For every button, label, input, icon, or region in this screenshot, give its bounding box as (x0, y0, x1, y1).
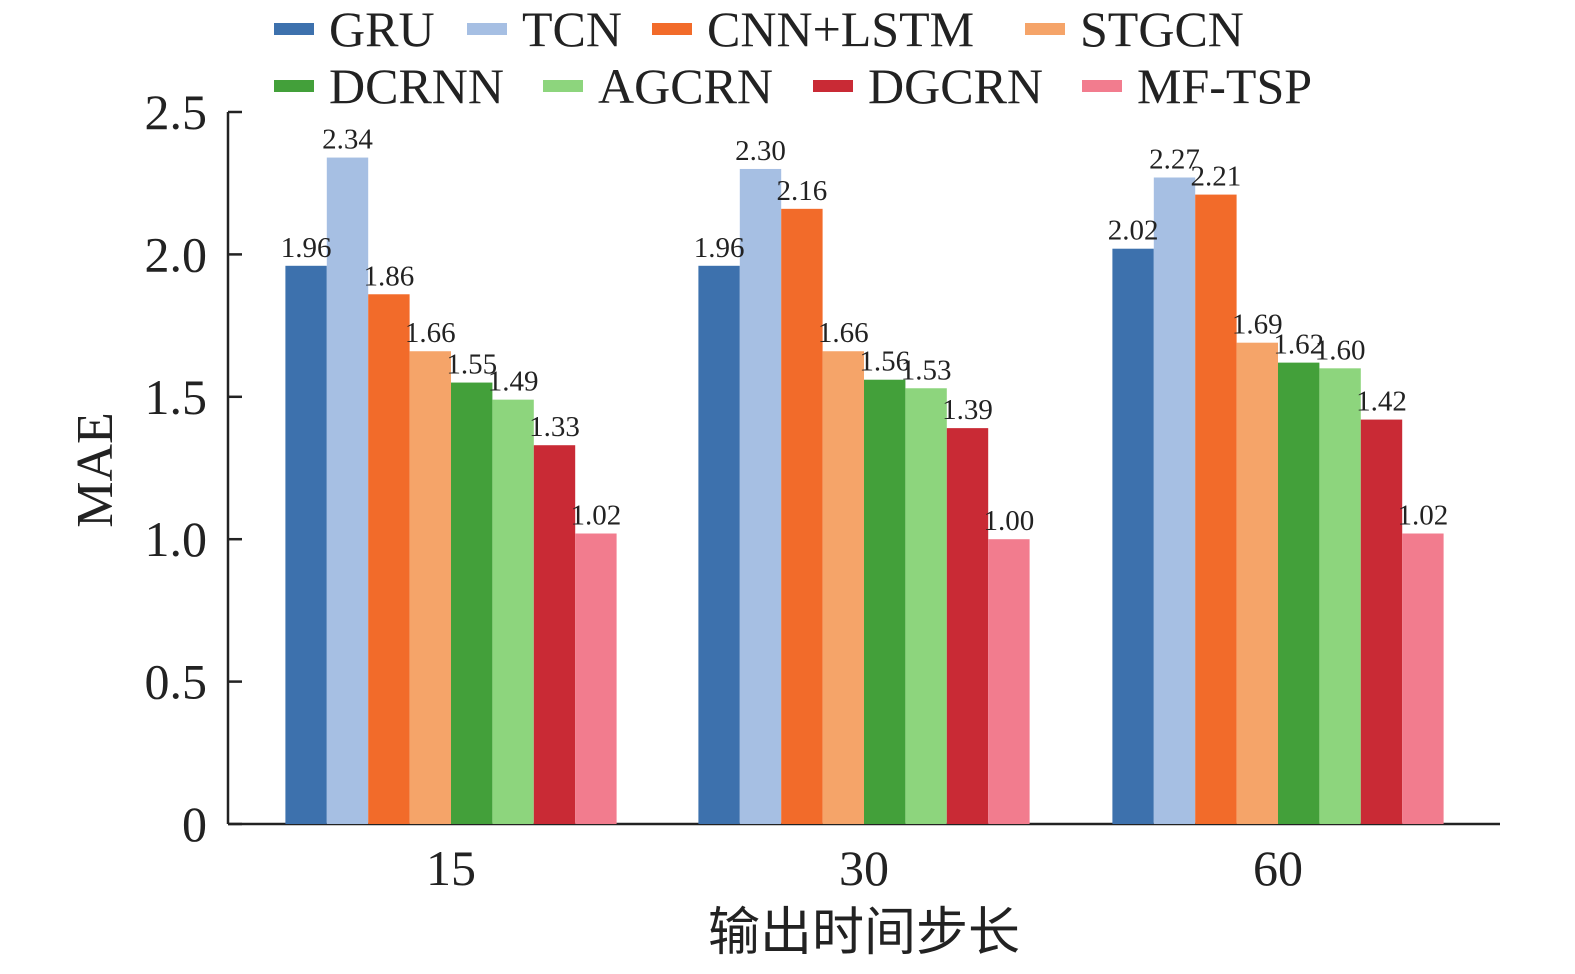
legend-swatch (1082, 80, 1122, 92)
bar-stgcn-15 (409, 351, 451, 824)
legend-swatch (813, 80, 853, 92)
legend-swatch (1025, 23, 1065, 35)
data-labels: 1.962.341.861.661.551.491.331.021.962.30… (281, 124, 1449, 538)
bar-dcrnn-60 (1278, 362, 1320, 824)
bar-dcrnn-30 (864, 379, 906, 824)
data-label: 1.53 (901, 354, 952, 386)
bar-mf-tsp-60 (1402, 533, 1444, 824)
y-tick-label: 2.5 (145, 84, 208, 140)
bar-agcrn-15 (492, 399, 534, 824)
legend-swatch (274, 80, 314, 92)
legend-item-mf-tsp: MF-TSP (1082, 58, 1312, 114)
data-label: 1.86 (364, 260, 415, 292)
legend-item-dgcrn: DGCRN (813, 58, 1043, 114)
x-tick-label: 15 (426, 840, 476, 896)
data-label: 1.66 (818, 317, 869, 349)
data-label: 2.21 (1191, 161, 1242, 193)
bar-tcn-15 (326, 157, 369, 824)
legend-label: AGCRN (598, 58, 773, 114)
legend-label: CNN+LSTM (707, 1, 974, 57)
bars (285, 157, 1444, 825)
legend-swatch (467, 23, 507, 35)
data-label: 1.55 (446, 349, 497, 381)
legend-item-tcn: TCN (467, 1, 622, 57)
bar-stgcn-60 (1236, 342, 1278, 824)
y-axis: 0 0.5 1.0 1.5 2.0 2.5 (145, 84, 242, 852)
legend-item-agcrn: AGCRN (543, 58, 773, 114)
data-label: 1.66 (405, 317, 456, 349)
bar-agcrn-60 (1319, 368, 1361, 824)
legend-item-cnn-lstm: CNN+LSTM (652, 1, 974, 57)
legend-label: TCN (522, 1, 622, 57)
data-label: 1.33 (529, 411, 580, 443)
bar-dcrnn-15 (451, 382, 493, 824)
legend-label: MF-TSP (1137, 58, 1312, 114)
legend-swatch (274, 23, 314, 35)
bar-tcn-60 (1153, 177, 1196, 824)
y-tick-label: 1.0 (145, 511, 208, 567)
bar-cnn-lstm-30 (781, 208, 823, 824)
bar-mf-tsp-30 (988, 539, 1030, 824)
data-label: 1.49 (488, 366, 539, 398)
legend-label: DGCRN (868, 58, 1043, 114)
bar-gru-30 (698, 265, 740, 824)
bar-gru-60 (1112, 248, 1154, 825)
data-label: 2.30 (735, 135, 786, 167)
data-label: 1.56 (859, 346, 910, 378)
legend-swatch (543, 80, 583, 92)
bar-dgcrn-60 (1360, 419, 1403, 824)
legend-label: DCRNN (329, 58, 504, 114)
bar-dgcrn-15 (533, 445, 576, 824)
legend-item-gru: GRU (274, 1, 435, 57)
bar-gru-15 (285, 265, 327, 824)
data-label: 2.16 (777, 175, 828, 207)
legend-label: GRU (329, 1, 435, 57)
data-label: 1.96 (694, 232, 745, 264)
legend-item-stgcn: STGCN (1025, 1, 1244, 57)
legend: GRU TCN CNN+LSTM STGCN DCRNN AGCRN DGCRN MF-TSP (274, 1, 1312, 114)
data-label: 1.00 (984, 505, 1035, 537)
y-tick-label: 0 (182, 796, 207, 852)
bar-stgcn-30 (822, 351, 864, 824)
bar-cnn-lstm-60 (1195, 194, 1237, 825)
data-label: 2.02 (1108, 215, 1159, 247)
data-label: 1.39 (942, 394, 993, 426)
y-tick-label: 1.5 (145, 369, 208, 425)
x-axis: 15 30 60 (228, 822, 1500, 896)
data-label: 2.34 (322, 124, 373, 156)
data-label: 2.27 (1149, 144, 1200, 176)
y-axis-title: MAE (67, 412, 124, 528)
bar-tcn-30 (739, 168, 782, 824)
data-label: 1.02 (1398, 500, 1449, 532)
legend-item-dcrnn: DCRNN (274, 58, 504, 114)
data-label: 1.42 (1356, 386, 1407, 418)
y-tick-label: 0.5 (145, 654, 208, 710)
y-tick-label: 2.0 (145, 226, 208, 282)
data-label: 1.02 (571, 500, 622, 532)
bar-cnn-lstm-15 (368, 294, 410, 825)
bar-dgcrn-30 (946, 428, 989, 824)
legend-label: STGCN (1080, 1, 1244, 57)
x-tick-label: 30 (839, 840, 889, 896)
x-axis-title: 输出时间步长 (708, 905, 1020, 962)
bar-agcrn-30 (905, 388, 947, 824)
data-label: 1.62 (1273, 329, 1324, 361)
data-label: 1.96 (281, 232, 332, 264)
x-tick-label: 60 (1253, 840, 1303, 896)
data-label: 1.60 (1315, 334, 1366, 366)
data-label: 1.69 (1232, 309, 1283, 341)
bar-mf-tsp-15 (575, 533, 617, 824)
legend-swatch (652, 23, 692, 35)
